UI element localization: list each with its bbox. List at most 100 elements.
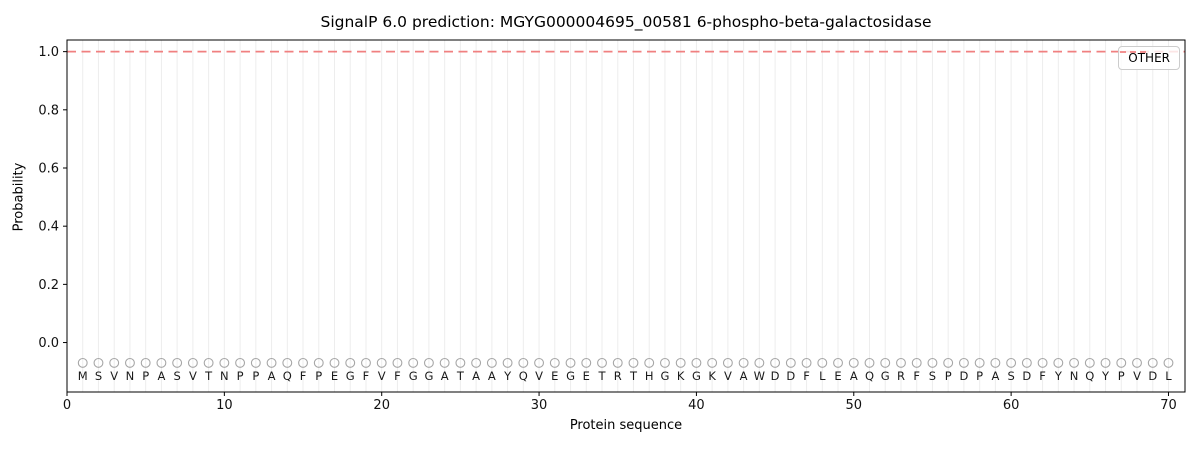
residue-marker [77,357,88,368]
residue-marker [1053,357,1064,368]
x-tick-label: 70 [1160,398,1177,413]
residue-marker [754,357,765,368]
residue-marker [282,357,293,368]
residue-letter: Q [1085,369,1094,383]
residue-letter: M [78,369,88,383]
residue-letter: S [173,369,180,383]
residue-marker [1006,357,1017,368]
residue-marker [644,357,655,368]
axes-spines [66,39,1186,393]
residue-marker [581,357,592,368]
residue-marker [408,357,419,368]
residue-marker [817,357,828,368]
y-tick-label: 1.0 [38,45,59,60]
residue-letter: R [897,369,905,383]
residue-marker [455,357,466,368]
residue-marker [565,357,576,368]
residue-marker [958,357,969,368]
residue-marker [880,357,891,368]
residue-letter: K [677,369,685,383]
residue-letter: Y [503,369,512,383]
residue-letter: W [754,369,765,383]
residue-marker [423,357,434,368]
residue-letter: V [535,369,543,383]
residue-marker [140,357,151,368]
residue-marker [549,357,560,368]
legend-dashed-line-sample [1120,51,1149,53]
residue-marker [738,357,749,368]
residue-letter: P [1118,369,1125,383]
residue-marker [361,357,371,368]
x-tick-label: 10 [216,398,233,413]
residue-marker [439,357,450,368]
residue-letter: A [268,369,276,383]
residue-letter: E [331,369,338,383]
residue-letter: F [363,369,370,383]
residue-marker [329,357,340,368]
residue-marker [172,357,183,368]
y-tick-label: 0.8 [38,103,59,118]
residue-letter: G [566,369,575,383]
residue-letter: R [614,369,622,383]
residue-marker [392,357,403,368]
residue-letter: L [1165,369,1172,383]
residue-marker [911,357,922,368]
residue-letter: Q [519,369,528,383]
residue-letter: E [551,369,558,383]
residue-letter: G [692,369,701,383]
residue-marker [250,357,261,368]
residue-marker [1021,357,1032,368]
residue-marker [203,357,214,368]
residue-letter: V [189,369,197,383]
residue-letter: F [803,369,810,383]
residue-marker [612,357,623,368]
residue-marker [974,357,985,368]
residue-marker [848,357,859,368]
residue-marker [1147,357,1158,368]
residue-marker [376,357,387,368]
residue-marker [298,357,308,368]
residue-marker [801,357,812,368]
residue-letter: L [819,369,826,383]
residue-marker [707,357,718,368]
residue-letter: H [645,369,654,383]
residue-marker [722,357,733,368]
y-tick-label: 0.0 [38,336,59,351]
residue-letter: D [959,369,968,383]
residue-marker [534,357,545,368]
residue-letter: N [220,369,229,383]
residue-letter: K [708,369,716,383]
residue-letter: P [976,369,983,383]
y-tick-label: 0.6 [38,162,59,177]
residue-letter: A [441,369,449,383]
chart-title: SignalP 6.0 prediction: MGYG000004695_00… [320,13,932,31]
residue-letter: G [346,369,355,383]
residue-marker [486,357,497,368]
x-tick-label: 30 [531,398,548,413]
x-tick-label: 60 [1003,398,1020,413]
residue-marker [1132,357,1142,368]
residue-letter: G [660,369,669,383]
residue-letter: P [252,369,259,383]
residue-marker [1084,357,1095,368]
residue-marker [675,357,686,368]
residue-letter: F [1039,369,1046,383]
residue-letter: S [95,369,102,383]
residue-marker [266,357,277,368]
residue-marker [109,357,120,368]
residue-letter: F [394,369,401,383]
residue-letter: A [488,369,496,383]
residue-marker [597,357,607,368]
residue-letter: T [204,369,213,383]
residue-letter: A [472,369,480,383]
residue-marker [518,357,529,368]
residue-marker [502,357,513,368]
residue-marker [659,357,670,368]
residue-letter: G [409,369,418,383]
legend-label: OTHER [1128,51,1170,65]
x-axis-label: Protein sequence [569,418,683,433]
x-tick-label: 40 [688,398,705,413]
residue-marker [156,357,167,368]
residue-letter: P [142,369,149,383]
residue-letter: T [597,369,606,383]
